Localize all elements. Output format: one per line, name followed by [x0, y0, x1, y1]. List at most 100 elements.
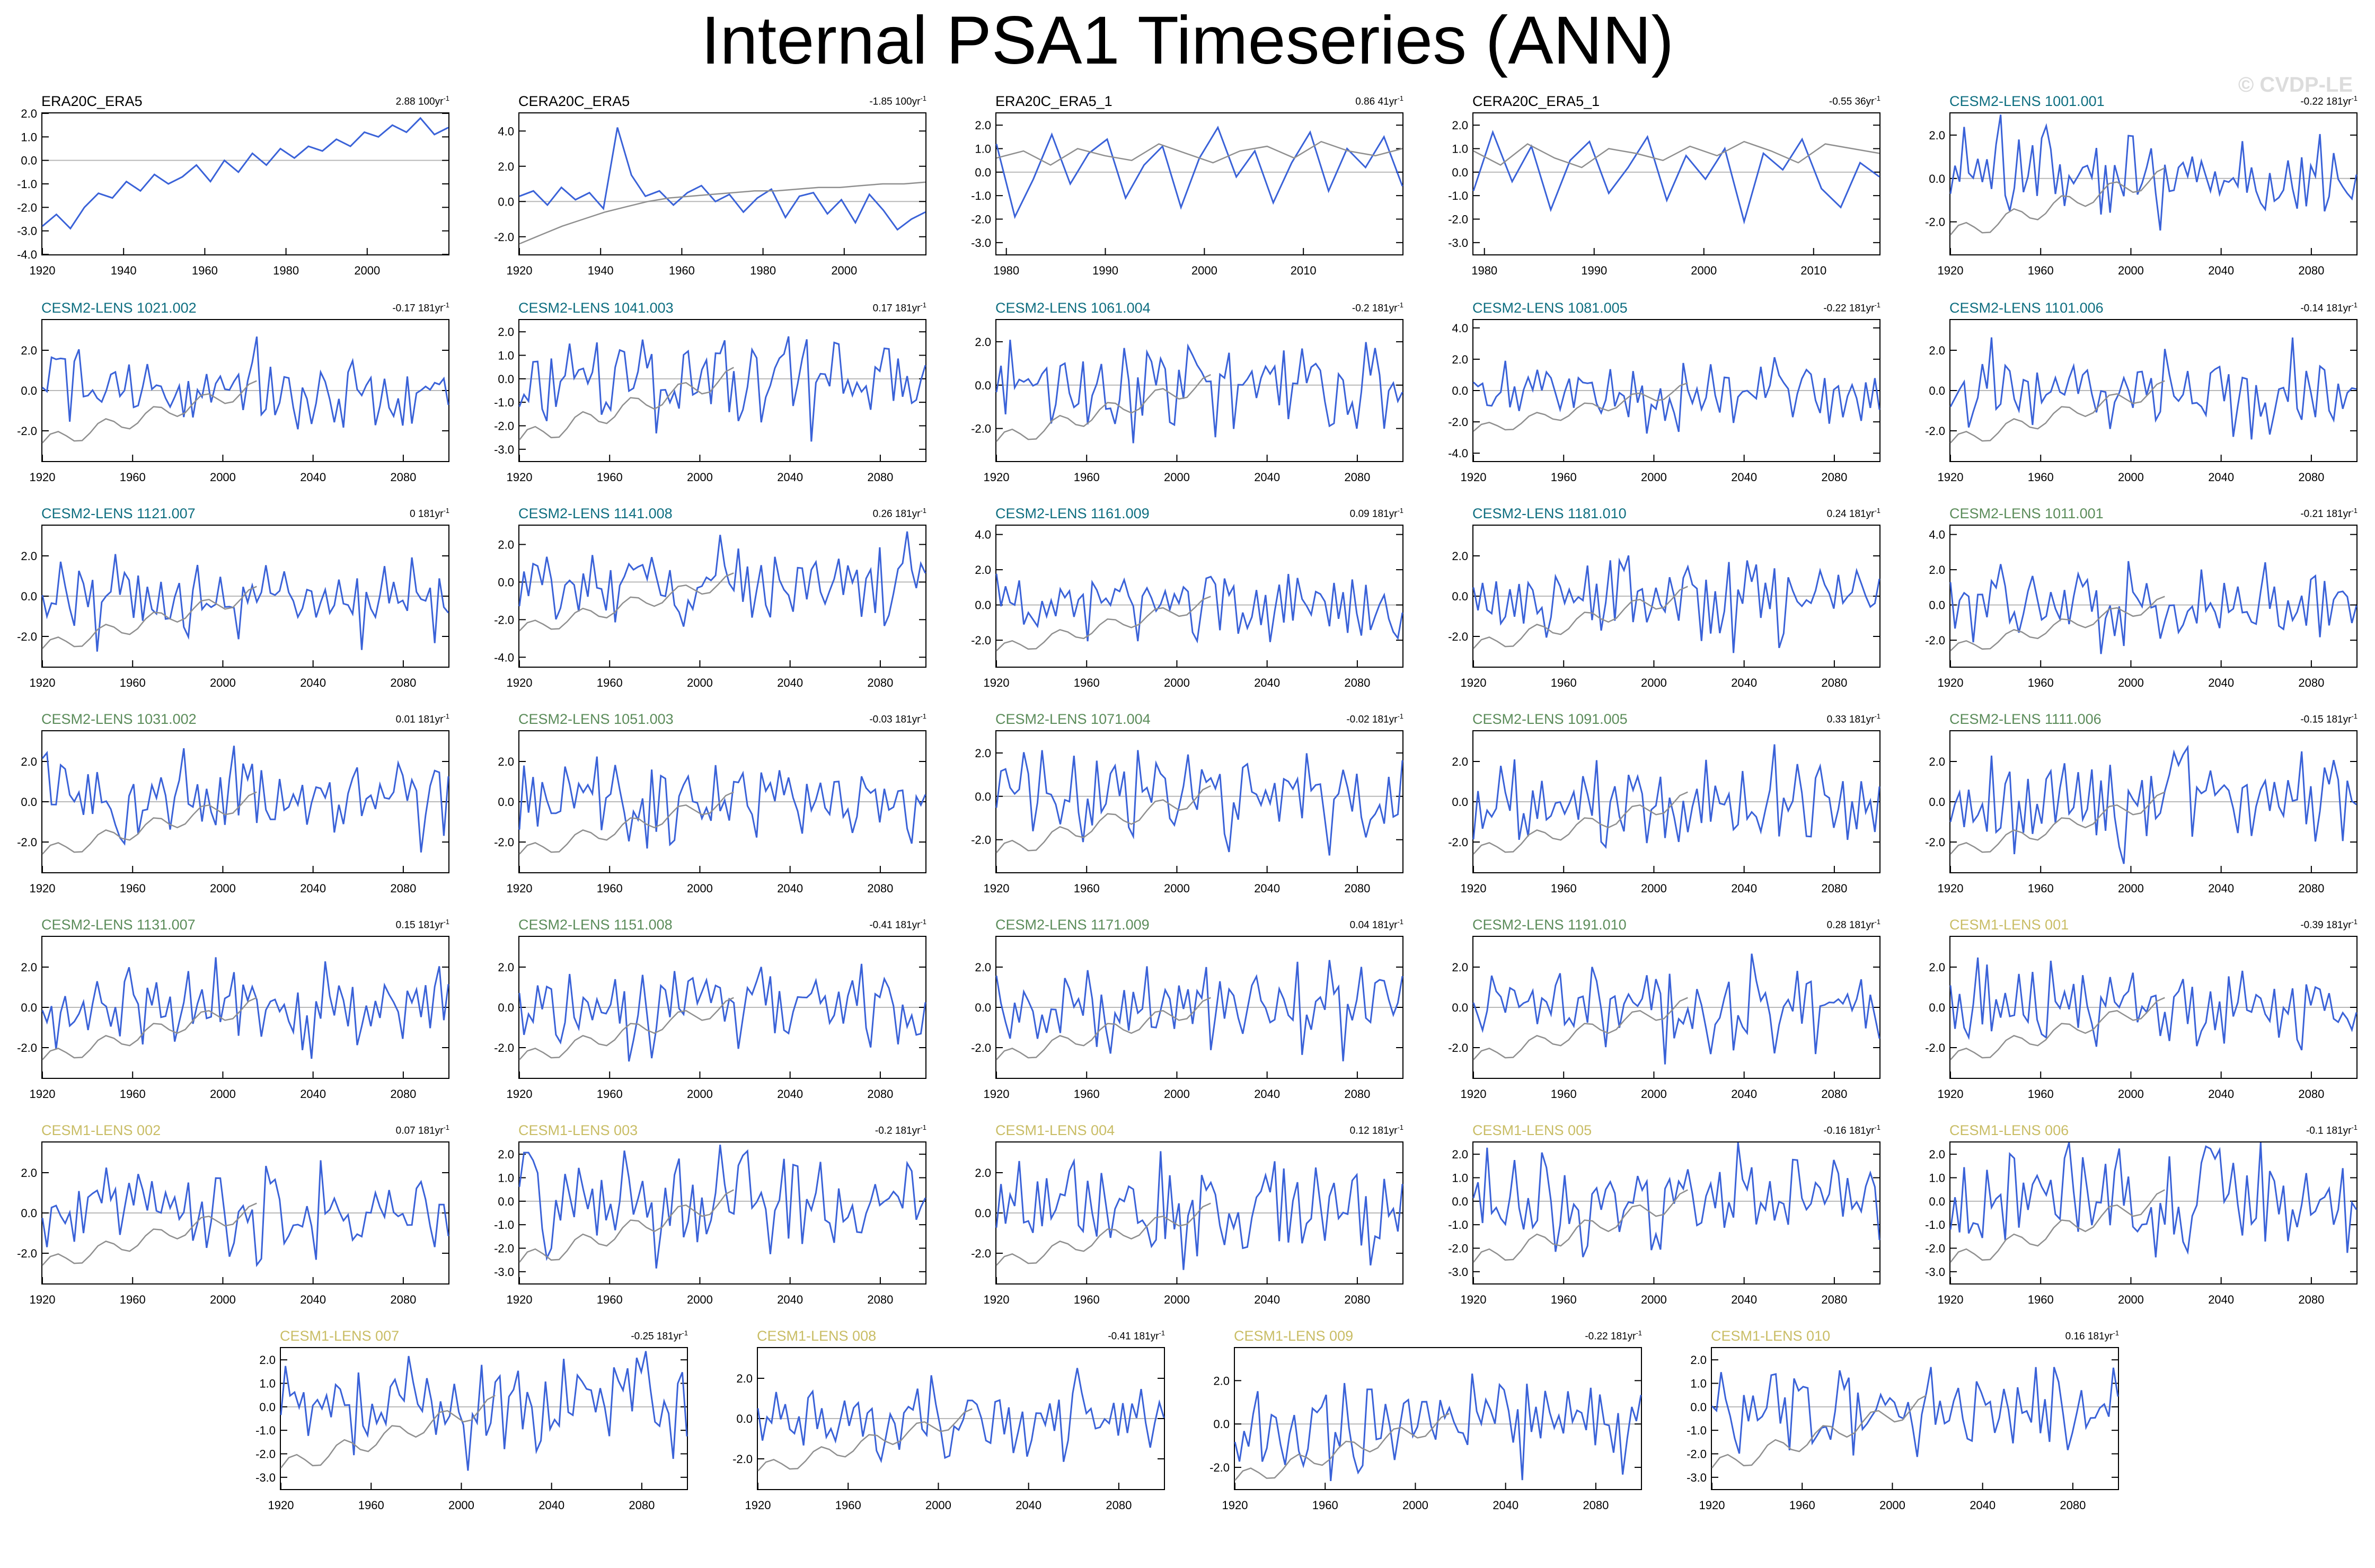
model-series-line: [1711, 1367, 2119, 1457]
y-tick-label: 2.0: [1929, 344, 1945, 357]
y-tick-label: 0.0: [21, 1001, 37, 1014]
y-tick-label: -2.0: [17, 1041, 37, 1055]
x-tick-label: 2000: [2118, 676, 2144, 689]
x-tick-label: 2000: [1164, 882, 1190, 895]
y-tick-label: 2.0: [1929, 755, 1945, 768]
x-tick-label: 1960: [835, 1499, 861, 1512]
observed-series-line: [42, 380, 257, 444]
y-tick-label: -2.0: [494, 836, 514, 849]
y-tick-label: 2.0: [975, 563, 991, 577]
trend-unit: 181yr: [2326, 919, 2352, 931]
trend-unit: 181yr: [895, 508, 921, 520]
y-tick-label: 2.0: [736, 1372, 753, 1385]
y-tick-label: 2.0: [975, 961, 991, 974]
y-tick-label: -2.0: [1448, 213, 1468, 226]
panel-title: CERA20C_ERA5_1: [1472, 93, 1600, 109]
trend-exponent: -1: [1397, 94, 1403, 102]
x-tick-label: 1920: [507, 676, 533, 689]
trend-value: 0.12: [1349, 1125, 1372, 1137]
x-tick-label: 1920: [1938, 676, 1964, 689]
timeseries-panel: CESM2-LENS 1031.002 0.01 181yr-1 2.0 0.0 -2.…: [17, 707, 449, 903]
chart-svg: 2.0 1.0 0.0 -1.0 -2.0 -3.0 1920 1960 2000 2040 208…: [1687, 1353, 2119, 1512]
trend-exponent: -1: [1397, 918, 1403, 926]
y-tick-label: -2.0: [1925, 216, 1945, 229]
timeseries-panel: CESM2-LENS 1071.004 -0.02 181yr-1 2.0 0.0 -2…: [971, 707, 1403, 903]
x-tick-label: 2000: [687, 471, 713, 484]
plot-area: [1949, 112, 2358, 255]
observed-series-line: [1711, 1395, 1927, 1468]
x-tick-label: 1980: [750, 264, 776, 277]
timeseries-panel: CESM2-LENS 1101.006 -0.14 181yr-1 2.0 0.0 -2…: [1925, 296, 2358, 492]
x-tick-label: 2080: [867, 471, 893, 484]
panel-title: CESM1-LENS 001: [1949, 917, 2069, 933]
trend-exponent: -1: [443, 301, 449, 309]
y-tick-label: -3.0: [255, 1471, 276, 1484]
trend-label: 0.07 181yr-1: [396, 1123, 449, 1137]
x-tick-label: 2040: [1731, 471, 1757, 484]
observed-series-line: [1950, 380, 2165, 444]
chart-svg: 2.0 0.0 -2.0 1920 1960 2000 2040 2080: [17, 336, 449, 484]
trend-value: 0.15: [395, 919, 418, 931]
timeseries-panel: CESM1-LENS 010 0.16 181yr-1 2.0 1.0 0.0 -1.0 -…: [1687, 1324, 2119, 1520]
trend-label: 0 181yr-1: [410, 507, 449, 520]
trend-exponent: -1: [2351, 507, 2358, 515]
trend-label: -0.22 181yr-1: [1823, 301, 1880, 314]
y-tick-label: 0.0: [498, 373, 514, 386]
model-series-line: [1949, 337, 2357, 440]
y-tick-label: 0.0: [1213, 1418, 1230, 1431]
x-tick-label: 1920: [507, 471, 533, 484]
x-tick-label: 2000: [2118, 1293, 2144, 1306]
trend-value: -0.22: [1585, 1331, 1611, 1342]
x-tick-label: 2000: [1641, 676, 1667, 689]
timeseries-panel: ERA20C_ERA5_1 0.86 41yr-1 2.0 1.0 0.0 -1.0 -2.…: [971, 89, 1403, 285]
x-tick-label: 1920: [984, 471, 1010, 484]
panel-title: CESM2-LENS 1191.010: [1472, 917, 1627, 933]
x-tick-label: 2000: [2118, 264, 2144, 277]
x-tick-label: 2040: [2208, 882, 2234, 895]
timeseries-panel: CESM2-LENS 1141.008 0.26 181yr-1 2.0 0.0 -2.…: [494, 501, 926, 697]
y-tick-label: 2.0: [21, 344, 37, 357]
y-tick-label: 0.0: [975, 1001, 991, 1014]
observed-series-line: [996, 596, 1211, 651]
x-tick-label: 2040: [300, 471, 326, 484]
observed-series-line: [1473, 140, 1880, 169]
x-tick-label: 2080: [390, 882, 416, 895]
y-tick-label: -2.0: [1448, 836, 1468, 849]
observed-series-line: [519, 572, 734, 632]
trend-exponent: -1: [1874, 712, 1880, 720]
trend-unit: 181yr: [418, 508, 444, 520]
chart-svg: 2.0 0.0 -2.0 1920 1960 2000 2040 2080: [17, 550, 449, 689]
y-tick-label: 0.0: [975, 166, 991, 179]
x-tick-label: 2000: [687, 882, 713, 895]
y-tick-label: -3.0: [971, 236, 991, 250]
trend-label: -0.2 181yr-1: [1352, 301, 1403, 314]
x-tick-label: 1920: [1699, 1499, 1725, 1512]
chart-svg: 2.0 0.0 -2.0 1920 1960 2000 2040 2080: [1925, 114, 2358, 277]
trend-label: 0.86 41yr-1: [1355, 94, 1403, 108]
y-tick-label: 2.0: [1452, 353, 1468, 366]
x-tick-label: 1920: [507, 1087, 533, 1101]
trend-unit: 181yr: [1849, 714, 1875, 725]
y-tick-label: 0.0: [498, 575, 514, 589]
x-tick-label: 1920: [30, 676, 56, 689]
panel-title: CESM2-LENS 1111.006: [1949, 711, 2102, 727]
page-title: Internal PSA1 Timeseries (ANN): [701, 3, 1674, 78]
trend-label: -0.03 181yr-1: [869, 712, 926, 725]
panel-title: CESM2-LENS 1041.003: [518, 300, 674, 316]
model-series-line: [518, 336, 926, 442]
y-tick-label: -2.0: [17, 201, 37, 214]
trend-unit: 181yr: [418, 303, 444, 314]
x-tick-label: 2000: [1164, 1293, 1190, 1306]
x-tick-label: 2040: [1254, 676, 1280, 689]
y-tick-label: -2.0: [1925, 1041, 1945, 1055]
trend-label: -0.39 181yr-1: [2300, 918, 2358, 931]
x-tick-label: 1920: [30, 264, 56, 277]
trend-unit: 181yr: [1133, 1331, 1159, 1342]
x-tick-label: 2000: [831, 264, 857, 277]
timeseries-panel: CESM1-LENS 005 -0.16 181yr-1 2.0 1.0 0.0 -1.0…: [1448, 1118, 1880, 1314]
trend-value: -0.2: [875, 1125, 895, 1137]
chart-svg: 2.0 0.0 -2.0 1920 1960 2000 2040 2080: [17, 746, 449, 895]
trend-exponent: -1: [1159, 1329, 1165, 1337]
trend-unit: 100yr: [418, 96, 444, 108]
trend-exponent: -1: [920, 1123, 926, 1131]
